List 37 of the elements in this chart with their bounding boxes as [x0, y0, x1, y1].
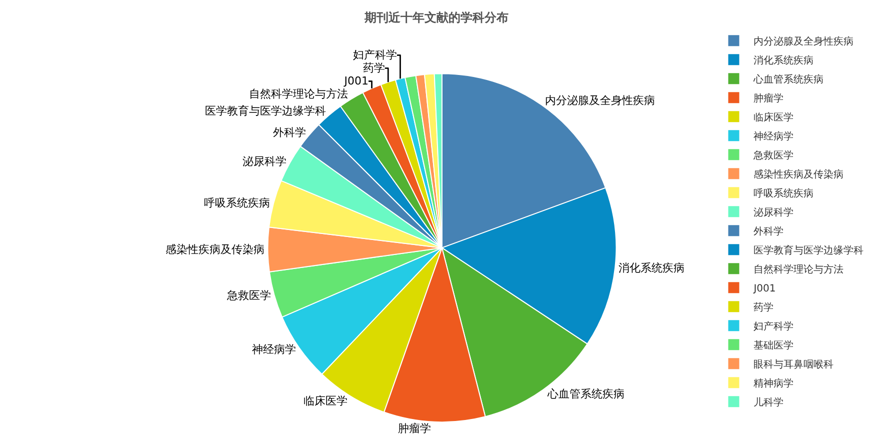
legend-label: 外科学: [754, 225, 784, 238]
legend-label: 妇产科学: [754, 320, 794, 332]
legend-label: 眼科与耳鼻咽喉科: [754, 358, 834, 370]
data-label: 妇产科学: [352, 48, 397, 62]
legend-label: 临床医学: [754, 111, 794, 124]
data-label: 临床医学: [304, 394, 348, 408]
legend-label: 感染性疾病及传染病: [754, 168, 844, 180]
legend-label: 心血管系统疾病: [752, 73, 824, 86]
legend-label: 药学: [754, 301, 774, 314]
data-label: 心血管系统疾病: [546, 388, 624, 401]
legend-label: 呼吸系统疾病: [754, 187, 814, 200]
legend-label: 肿瘤学: [754, 92, 784, 104]
legend-label: 基础医学: [754, 339, 794, 352]
data-label: 急救医学: [226, 288, 271, 302]
data-label: 自然科学理论与方法: [249, 88, 348, 101]
data-label: 药学: [362, 62, 385, 75]
data-label: 呼吸系统疾病: [204, 196, 270, 210]
data-label: 感染性疾病及传染病: [166, 242, 264, 256]
data-label: 内分泌腺及全身性疾病: [544, 94, 655, 108]
legend-label: 内分泌腺及全身性疾病: [754, 35, 854, 48]
legend-label: 急救医学: [752, 149, 794, 162]
legend-label: 儿科学: [754, 396, 784, 408]
data-label: 外科学: [272, 126, 306, 139]
data-label: 神经病学: [252, 343, 296, 356]
data-label: 泌尿科学: [242, 154, 287, 168]
legend-label: J001: [752, 283, 776, 294]
data-label: 消化系统疾病: [618, 262, 684, 275]
legend-label: 医学教育与医学边缘学科: [754, 244, 864, 256]
data-label: 肿瘤学: [398, 422, 432, 435]
data-label: J001: [343, 74, 369, 88]
legend-label: 泌尿科学: [754, 206, 794, 218]
legend-label: 自然科学理论与方法: [754, 263, 844, 276]
legend-label: 神经病学: [754, 130, 794, 142]
legend-label: 消化系统疾病: [754, 54, 814, 66]
chart-title: 期刊近十年文献的学科分布: [364, 10, 508, 25]
data-label: 医学教育与医学边缘学科: [204, 104, 326, 118]
legend-label: 精神病学: [754, 377, 794, 390]
